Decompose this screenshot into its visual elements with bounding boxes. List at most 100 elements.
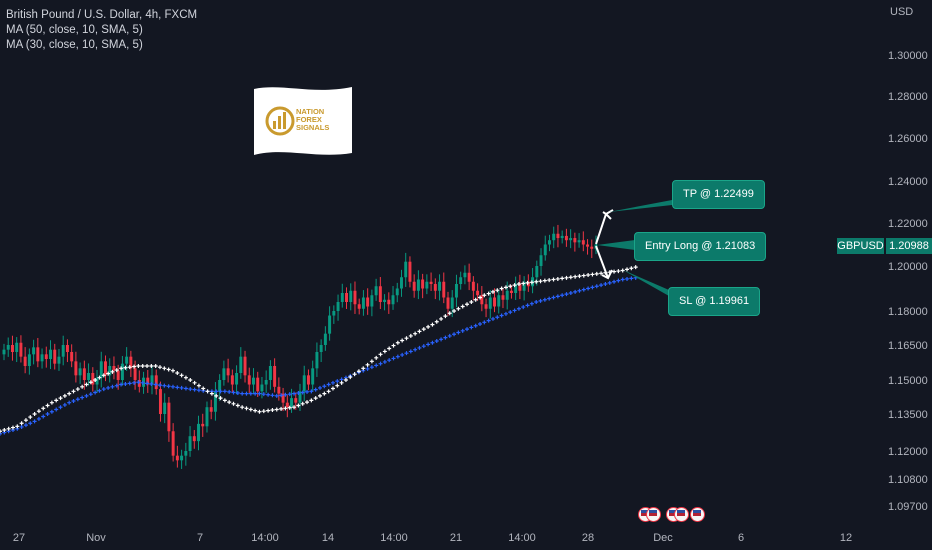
candle-body [252,377,255,385]
ma30-marker [110,384,115,389]
candle-body [27,354,31,366]
candle-body [543,244,547,256]
svg-text:NATION: NATION [296,107,324,116]
ma30-marker [106,385,111,390]
candle-body [294,398,298,403]
candle-body [446,297,450,309]
ma50-marker [560,276,565,281]
ma50-marker [339,380,344,385]
ma50-marker [19,421,24,426]
ma50-marker [84,382,89,387]
ma50-marker [136,364,141,368]
ma30-marker [71,398,76,403]
candle-body [171,431,175,456]
candle-body [2,349,6,355]
ma30-marker [508,310,513,315]
candle-body [340,293,344,302]
ma50-marker [538,279,543,284]
time-tick-label: 27 [13,532,25,544]
ma50-marker [581,273,586,278]
ma50-marker [322,391,327,396]
ma30-marker [309,389,314,394]
symbol-title[interactable]: British Pound / U.S. Dollar, 4h, FXCM [6,9,198,21]
price-tick-label: 1.22000 [888,218,928,230]
ma50-marker [452,309,457,313]
ma50-marker [41,406,46,411]
us-flag-event-icon[interactable] [646,507,661,522]
price-tick-label: 1.24000 [888,176,928,188]
candle-body [74,361,78,376]
candle-body [378,286,382,302]
candle-body [480,295,484,305]
ma30-marker [123,381,128,386]
ma30-marker [586,286,591,291]
ma50-marker [426,324,431,329]
time-tick-label: 14 [322,532,334,544]
candle-body [370,295,374,307]
ma50-marker [378,352,383,357]
candle-body [459,277,463,284]
ma30-marker [603,282,608,286]
ma30-marker [300,390,305,395]
candle-body [49,349,52,359]
moving-averages-layer [0,265,638,436]
ma30-marker [620,277,625,282]
ma30-marker [590,285,595,290]
candle-body [10,345,14,352]
ma50-marker [616,269,621,274]
ma50-legend[interactable]: MA (50, close, 10, SMA, 5) [6,24,143,36]
candle-body [438,281,442,291]
ma50-marker [15,424,20,429]
ma50-marker [348,375,353,380]
entry-callout[interactable]: Entry Long @ 1.21083 [634,232,767,261]
ma50-marker [417,329,422,334]
ma50-marker [2,428,7,433]
ma30-marker [426,342,431,347]
ma50-marker [516,282,521,286]
ma50-marker [274,407,279,412]
candle-body [349,290,353,302]
ma50-marker [292,405,297,410]
ma50-marker [503,285,508,290]
candle-body [65,345,69,352]
candle-body [218,380,222,392]
us-flag-event-icon[interactable] [690,507,705,522]
candle-body [247,375,251,385]
candle-body [6,345,10,350]
ma50-marker [413,331,418,336]
ma50-marker [28,415,33,420]
sl-callout[interactable]: SL @ 1.19961 [668,287,761,316]
ma30-marker [158,383,162,388]
ma50-marker [261,409,266,414]
ma50-marker [309,398,314,403]
us-flag-event-icon[interactable] [674,507,689,522]
candle-body [421,279,425,289]
ma50-marker [58,396,63,401]
ma50-marker [145,364,150,368]
tp-callout[interactable]: TP @ 1.22499 [672,180,765,209]
ma50-marker [456,306,461,311]
ma30-marker [547,296,552,301]
ma50-marker [75,387,80,392]
candle-body [298,391,302,403]
ma50-marker [244,406,249,411]
ma50-marker [551,277,556,282]
ma50-marker [374,355,379,360]
candle-body [230,375,234,385]
ma30-marker [469,325,474,330]
ma50-marker [106,371,111,376]
ma50-marker [330,386,335,391]
candle-body [197,423,200,442]
candle-body [387,299,391,305]
svg-text:FOREX: FOREX [296,115,322,124]
candle-body [454,284,458,298]
candle-body [425,281,429,289]
time-axis: 27 Nov 7 14:00 14 14:00 21 14:00 28 Dec 6 12 [13,532,852,544]
ma30-marker [542,297,547,302]
candle-body [120,363,124,380]
ma30-marker [382,359,387,364]
ma30-legend[interactable]: MA (30, close, 10, SMA, 5) [6,39,143,51]
candle-body [328,315,332,334]
candle-body [70,352,74,362]
